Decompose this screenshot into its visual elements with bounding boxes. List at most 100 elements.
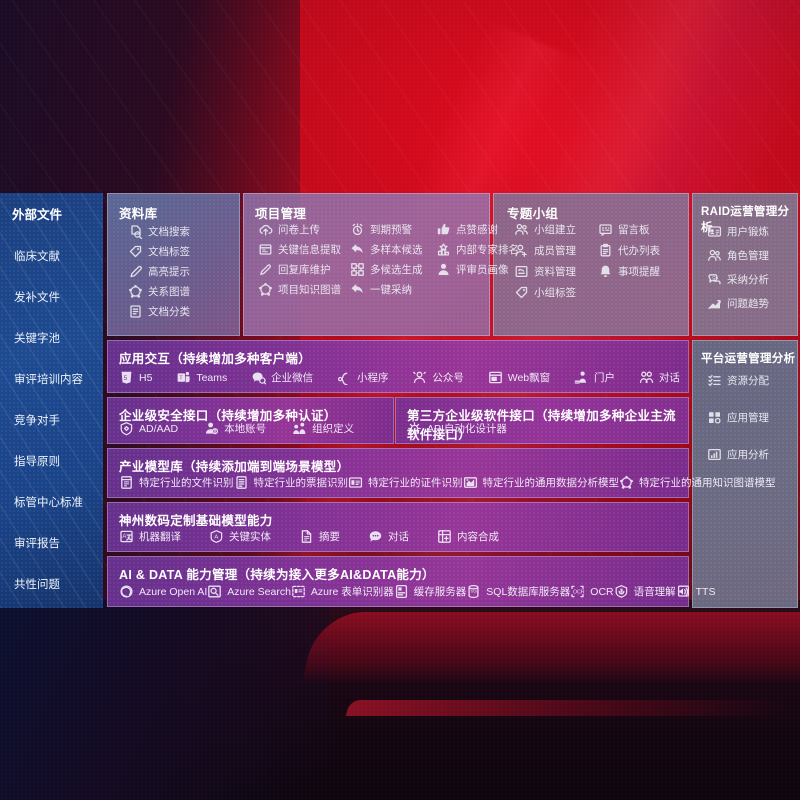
industry-model-item[interactable]: 特定行业的通用知识图谱模型 — [619, 475, 776, 490]
base-model-item[interactable]: 内容合成 — [437, 529, 499, 544]
project-management-item[interactable]: 回复库维护 — [258, 262, 350, 277]
sidebar-item-6[interactable]: 标管中心标准 — [0, 481, 103, 522]
panel-title-project-management: 项目管理 — [255, 207, 307, 221]
panel-title-base-model-capability: 神州数码定制基础模型能力 — [119, 514, 273, 528]
dialog-icon — [639, 370, 654, 385]
item-label: TTS — [695, 585, 716, 598]
form-recognizer-icon — [291, 584, 306, 599]
ai-data-item[interactable]: 缓存服务器 — [394, 584, 466, 599]
sidebar-item-0[interactable]: 临床文献 — [0, 235, 103, 276]
knowledge-base-item[interactable]: 高亮提示 — [128, 264, 190, 279]
base-model-item[interactable]: A 机器翻译 — [119, 529, 181, 544]
app-interaction-item[interactable]: 门户 — [574, 370, 615, 385]
security-item[interactable]: 组织定义 — [292, 421, 354, 436]
industry-model-item[interactable]: 特定行业的票据识别 — [234, 475, 348, 490]
project-management-item[interactable]: 评审员画像 — [436, 262, 519, 277]
project-management-item[interactable]: 多样本候选 — [350, 242, 436, 257]
item-label: 对话 — [658, 372, 680, 384]
ai-data-item[interactable]: OCR OCR — [570, 584, 614, 599]
raid-item[interactable]: 角色管理 — [707, 248, 769, 263]
ai-data-item[interactable]: Azure 表单识别器 — [291, 584, 394, 599]
project-management-item[interactable]: 关键信息提取 — [258, 242, 350, 257]
sidebar-item-2[interactable]: 关键字池 — [0, 317, 103, 358]
security-item[interactable]: 本地账号 — [204, 421, 266, 436]
app-interaction-item[interactable]: 企业微信 — [251, 370, 313, 385]
item-label: 角色管理 — [727, 250, 769, 262]
panel-title-industry-model-library: 产业模型库（持续添加端到端场景模型） — [119, 460, 350, 474]
project-management-item[interactable]: 项目知识图谱 — [258, 282, 350, 297]
project-management-item[interactable]: 问卷上传 — [258, 222, 350, 237]
project-management-item[interactable]: 一键采纳 — [350, 282, 436, 297]
app-interaction-item[interactable]: Web飘窗 — [488, 370, 550, 385]
panel-title-enterprise-security: 企业级安全接口（持续增加多种认证） — [119, 409, 337, 423]
topic-group-item[interactable]: 事项提醒 — [598, 264, 684, 279]
panel-title-knowledge-base: 资料库 — [119, 207, 158, 221]
item-label: 问卷上传 — [278, 224, 320, 236]
background-bottom-left — [0, 600, 330, 800]
raid-item[interactable]: QA 采纳分析 — [707, 272, 769, 287]
industry-model-item[interactable]: 特定行业的证件识别 — [348, 475, 463, 490]
graph-icon — [128, 284, 143, 299]
sidebar-item-8[interactable]: 共性问题 — [0, 563, 103, 604]
item-label: 内部专家排名 — [456, 244, 519, 256]
person-icon — [436, 262, 451, 277]
base-model-item[interactable]: 对话 — [368, 529, 409, 544]
platform-item[interactable]: 应用管理 — [707, 410, 769, 425]
security-item[interactable]: AD/AAD — [119, 421, 178, 436]
ai-data-item[interactable]: SQL SQL数据库服务器 — [466, 584, 570, 599]
third-party-item[interactable]: API自动化设计器 — [407, 421, 507, 436]
ai-data-item[interactable]: 语音理解 — [614, 584, 676, 599]
panel-industry-model-library: 产业模型库（持续添加端到端场景模型） 特定行业的文件识别 特定行业的票据识别 特定行… — [107, 448, 776, 498]
sidebar-item-3[interactable]: 审评培训内容 — [0, 358, 103, 399]
knowledge-base-item[interactable]: 关系图谱 — [128, 284, 190, 299]
project-management-item[interactable]: 到期预警 — [350, 222, 436, 237]
item-label: 评审员画像 — [456, 264, 509, 276]
ocr-icon: OCR — [570, 584, 585, 599]
entity-icon: A — [209, 529, 224, 544]
file-recognize-icon — [119, 475, 134, 490]
app-interaction-item[interactable]: 小程序 — [337, 370, 389, 385]
topic-group-item[interactable]: 资料管理 — [514, 264, 598, 279]
topic-group-item[interactable]: 小组标签 — [514, 285, 598, 300]
item-label: 留言板 — [618, 224, 650, 236]
topic-group-item[interactable]: 代办列表 — [598, 243, 684, 258]
sidebar-item-5[interactable]: 指导原则 — [0, 440, 103, 481]
base-model-item[interactable]: 摘要 — [299, 529, 340, 544]
project-management-item[interactable]: 内部专家排名 — [436, 242, 519, 257]
knowledge-base-item[interactable]: 文档标签 — [128, 244, 190, 259]
knowledge-base-item[interactable]: 文档分类 — [128, 304, 190, 319]
portal-icon — [574, 370, 589, 385]
sidebar-item-7[interactable]: 审评报告 — [0, 522, 103, 563]
raid-item[interactable]: 问题趋势 — [707, 296, 769, 311]
ai-data-item[interactable]: TTS — [676, 584, 716, 599]
item-label: 内容合成 — [457, 531, 499, 543]
app-interaction-item[interactable]: T Teams — [176, 370, 227, 385]
sidebar-item-label: 关键字池 — [14, 332, 60, 345]
base-model-item[interactable]: A 关键实体 — [209, 529, 271, 544]
project-management-items: 问卷上传 到期预警 点赞感谢关键信息提取 多样本候选 内部专家排名回复库维护 多候选生成 评… — [258, 222, 519, 297]
item-label: Web飘窗 — [507, 372, 551, 384]
industry-model-item[interactable]: 特定行业的文件识别 — [119, 475, 234, 490]
qa-chat-icon: QA — [707, 272, 722, 287]
item-label: 成员管理 — [534, 245, 576, 257]
ai-data-item[interactable]: Azure Open AI — [119, 584, 207, 599]
ai-data-item[interactable]: Azure Search — [207, 584, 291, 599]
checklist-icon — [707, 373, 722, 388]
background-car-silhouette — [301, 612, 800, 684]
project-management-item[interactable]: 点赞感谢 — [436, 222, 519, 237]
app-interaction-item[interactable]: 对话 — [639, 370, 680, 385]
topic-group-item[interactable]: 小组建立 — [514, 222, 598, 237]
sidebar-item-4[interactable]: 竞争对手 — [0, 399, 103, 440]
sidebar-item-label: 审评培训内容 — [14, 373, 83, 386]
knowledge-base-item[interactable]: 文档搜索 — [128, 224, 190, 239]
app-interaction-item[interactable]: 公众号 — [412, 370, 464, 385]
app-interaction-item[interactable]: 5 H5 — [119, 370, 152, 385]
project-management-item[interactable]: 多候选生成 — [350, 262, 436, 277]
raid-item[interactable]: 用户锻炼 — [707, 224, 769, 239]
sidebar-item-1[interactable]: 发补文件 — [0, 276, 103, 317]
topic-group-item[interactable]: 成员管理 — [514, 243, 598, 258]
platform-item[interactable]: 应用分析 — [707, 447, 769, 462]
industry-model-item[interactable]: 特定行业的通用数据分析模型 — [463, 475, 619, 490]
topic-group-item[interactable]: 留言板 — [598, 222, 684, 237]
platform-item[interactable]: 资源分配 — [707, 373, 769, 388]
